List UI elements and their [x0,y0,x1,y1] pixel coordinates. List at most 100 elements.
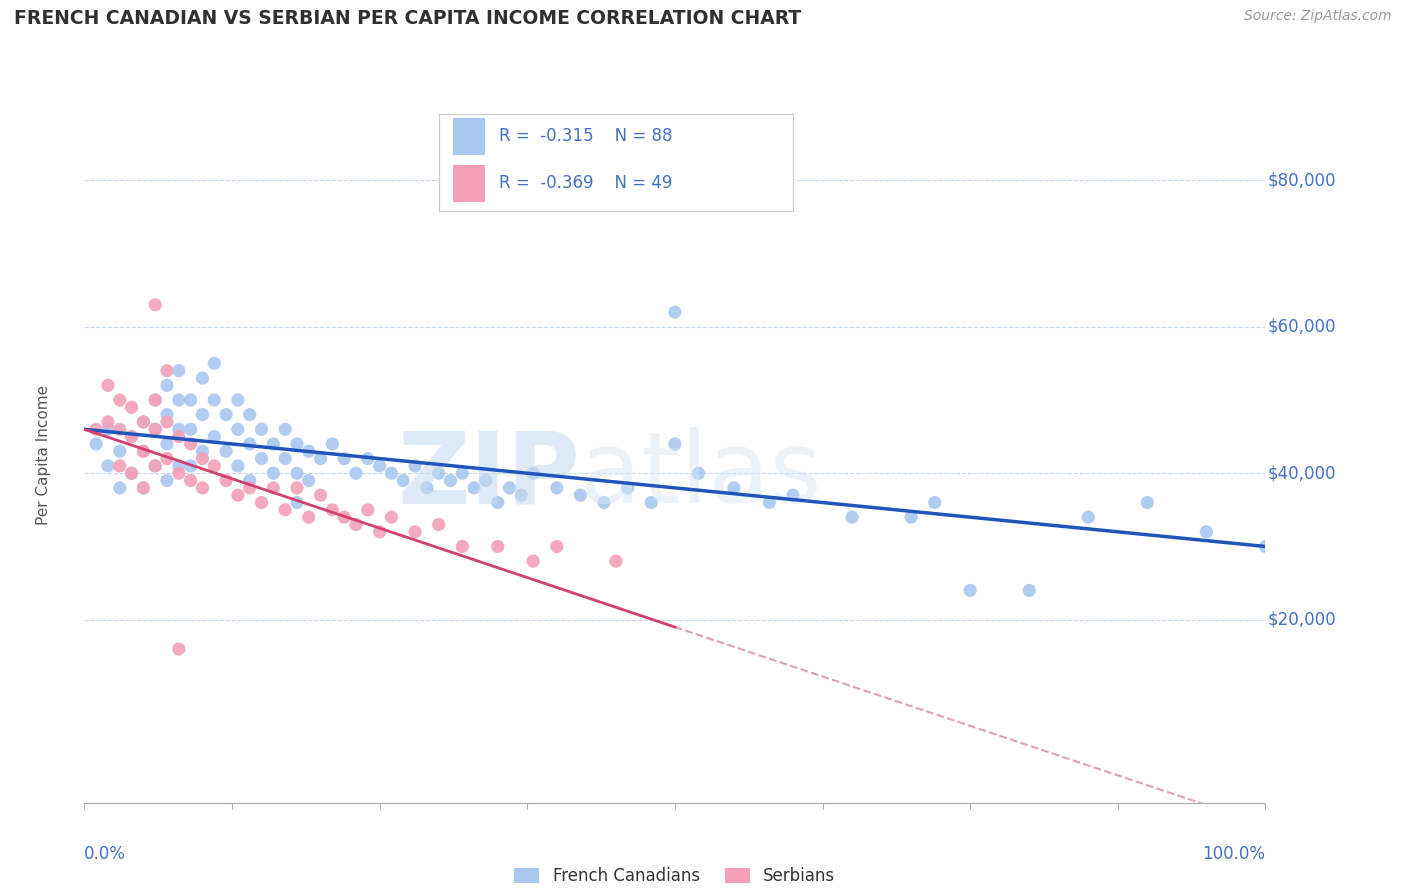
Point [522,554,544,568]
Point [298,444,321,458]
Text: Source: ZipAtlas.com: Source: ZipAtlas.com [1244,9,1392,23]
Point [262,481,284,495]
Point [108,422,131,436]
Point [250,451,273,466]
Point [226,392,249,407]
Text: Per Capita Income: Per Capita Income [35,384,51,525]
Point [298,474,321,488]
Point [357,451,380,466]
Point [167,392,190,407]
Point [782,488,804,502]
Point [239,474,262,488]
Point [156,437,179,451]
Text: $80,000: $80,000 [1268,171,1336,189]
Text: R =  -0.315    N = 88: R = -0.315 N = 88 [499,128,672,145]
Point [321,437,343,451]
Point [250,495,273,509]
Point [309,451,332,466]
Point [167,429,190,443]
Point [546,481,568,495]
Point [274,503,297,517]
Point [616,481,638,495]
Point [486,540,509,554]
Point [180,422,202,436]
Bar [453,165,485,202]
Point [202,458,225,473]
Point [924,495,946,509]
Point [167,458,190,473]
Point [180,392,202,407]
Point [97,415,120,429]
Point [569,488,592,502]
Text: $60,000: $60,000 [1268,318,1336,335]
Text: 0.0%: 0.0% [84,845,127,863]
Point [486,495,509,509]
Point [344,467,367,481]
Point [167,467,190,481]
Point [451,540,474,554]
Point [380,467,402,481]
Point [404,524,426,539]
Point [900,510,922,524]
Point [333,451,356,466]
Point [191,408,214,422]
Point [758,495,780,509]
Point [344,517,367,532]
Point [522,467,544,481]
Point [250,422,273,436]
Point [215,474,238,488]
Bar [453,118,485,155]
Point [180,474,202,488]
Point [285,481,308,495]
Point [1254,540,1277,554]
Point [333,510,356,524]
Point [143,422,166,436]
Point [239,437,262,451]
Point [451,467,474,481]
Point [108,444,131,458]
Point [156,451,179,466]
Point [202,392,225,407]
Point [167,364,190,378]
Point [593,495,616,509]
Point [97,458,120,473]
Point [156,408,179,422]
Point [274,422,297,436]
Point [215,408,238,422]
Text: R =  -0.369    N = 49: R = -0.369 N = 49 [499,174,672,192]
Point [285,437,308,451]
Point [132,415,155,429]
Legend: French Canadians, Serbians: French Canadians, Serbians [508,861,842,892]
Point [427,467,450,481]
Point [108,392,131,407]
Point [239,481,262,495]
Point [121,429,143,443]
Point [1136,495,1159,509]
Point [143,298,166,312]
Point [274,451,297,466]
Point [380,510,402,524]
Point [167,642,190,657]
Point [510,488,533,502]
Point [427,517,450,532]
Point [368,524,391,539]
Point [475,474,498,488]
Point [191,481,214,495]
Point [121,401,143,415]
Point [723,481,745,495]
Point [688,467,710,481]
Text: FRENCH CANADIAN VS SERBIAN PER CAPITA INCOME CORRELATION CHART: FRENCH CANADIAN VS SERBIAN PER CAPITA IN… [14,9,801,28]
Point [167,422,190,436]
Point [180,458,202,473]
Point [132,481,155,495]
Point [121,429,143,443]
Point [84,437,107,451]
Point [226,488,249,502]
Text: atlas: atlas [581,427,823,524]
Point [191,451,214,466]
Point [463,481,485,495]
Point [143,392,166,407]
Point [132,481,155,495]
Text: ZIP: ZIP [398,427,581,524]
Point [664,305,686,319]
